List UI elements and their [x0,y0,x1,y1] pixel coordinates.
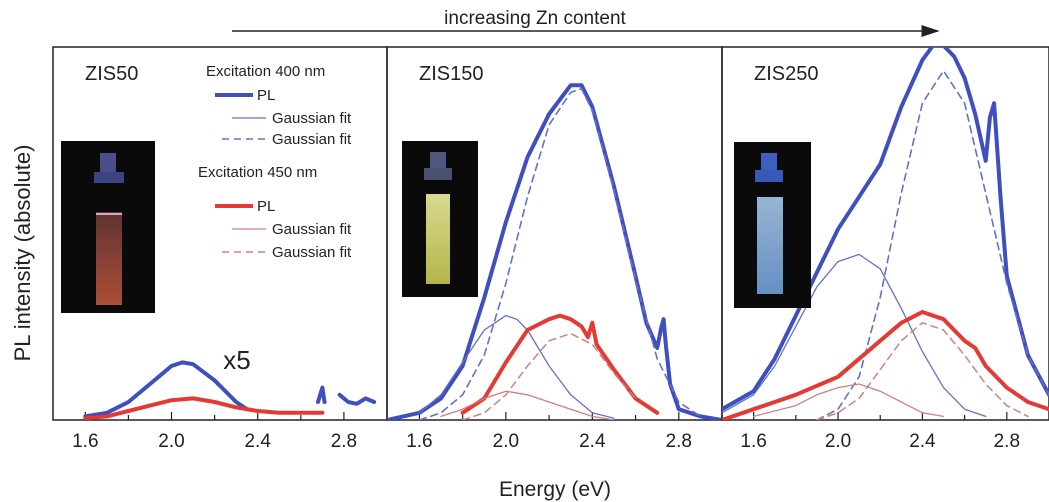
vial-photo-zis150 [402,141,478,297]
series-line [337,392,377,406]
legend-fit-400-solid: Gaussian fit [272,110,352,127]
x-tick-label: 2.0 [493,431,519,452]
vial-photo-zis250 [734,142,811,308]
series-line [418,314,615,419]
panel-title: ZIS50 [85,63,138,85]
zn-content-arrow: increasing Zn content [232,8,940,37]
legend-fit-400-dashed: Gaussian fit [272,131,352,148]
x-tick-label: 2.8 [331,431,357,452]
legend-excitation-450: Excitation 450 nm [198,164,317,181]
x-tick-label: 1.6 [72,431,98,452]
panel-title: ZIS150 [419,63,483,85]
panel-frame [721,46,1049,421]
series-line [418,88,702,420]
legend: Excitation 400 nm PL Gaussian fit Gaussi… [198,63,352,261]
series-line [83,396,325,420]
legend-excitation-400: Excitation 400 nm [206,63,325,80]
panel-title: ZIS250 [754,63,818,85]
legend-pl-400: PL [257,87,275,104]
series-line [440,390,615,420]
series-line [83,360,249,419]
series-line [722,310,1049,420]
series-line [316,385,327,404]
y-axis-label: PL intensity (absolute) [10,145,35,362]
series-line [722,253,987,418]
x-tick-label: 2.4 [579,431,606,452]
series-line [460,313,660,415]
panel-zis150: ZIS150 1.6 2.0 2.4 2.8 [386,46,723,452]
x-tick-label: 2.0 [825,431,851,452]
x-axis-label: Energy (eV) [499,478,611,501]
legend-fit-450-dashed: Gaussian fit [272,244,352,261]
series-line [752,383,945,418]
vial-photo-zis50 [61,141,155,313]
series-line [461,332,637,420]
series-line [387,83,722,420]
x-tick-label: 2.4 [244,431,271,452]
x-tick-label: 1.6 [406,431,432,452]
x-tick-label: 2.8 [666,431,692,452]
x-tick-label: 2.0 [158,431,184,452]
legend-pl-450: PL [257,198,275,215]
series-line [816,70,1049,420]
arrow-label: increasing Zn content [444,8,626,29]
panel-zis50: ZIS50 1.6 2.0 2.4 2.8 [52,46,388,452]
x-tick-label: 1.6 [740,431,766,452]
series-line [816,322,1029,420]
x-tick-label: 2.4 [909,431,936,452]
legend-fit-450-solid: Gaussian fit [272,221,352,238]
scale-annotation-x5: x5 [223,345,250,375]
x-tick-label: 2.8 [994,431,1020,452]
